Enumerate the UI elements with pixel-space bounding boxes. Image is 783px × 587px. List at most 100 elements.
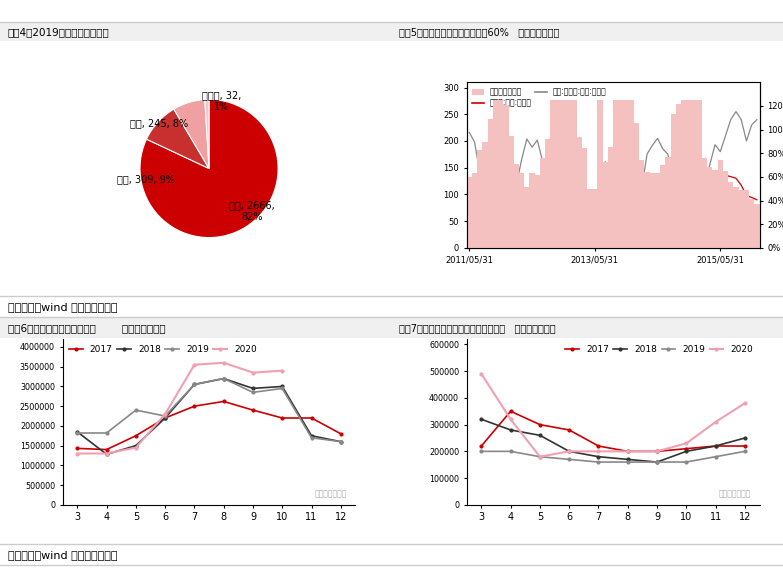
2019 (623, 458, 633, 465)
Bar (728, 182, 734, 248)
2017 (652, 448, 662, 455)
2020 (594, 448, 603, 455)
Text: 图表6：云南省水电季节性明显        单位：万千瓦时: 图表6：云南省水电季节性明显 单位：万千瓦时 (8, 323, 165, 333)
Bar (666, 157, 670, 248)
Wedge shape (140, 99, 278, 238)
Text: 水电, 2666,
82%: 水电, 2666, 82% (229, 201, 275, 222)
2019 (594, 458, 603, 465)
2019 (73, 430, 82, 437)
2019 (277, 385, 287, 392)
2018 (565, 448, 574, 455)
2017 (594, 443, 603, 450)
2018 (536, 432, 545, 439)
2019 (219, 375, 229, 382)
2018 (189, 381, 199, 388)
Bar (488, 119, 493, 248)
Bar (540, 158, 545, 248)
2017 (506, 408, 515, 415)
2017 (536, 421, 545, 428)
2020 (161, 410, 170, 417)
Line: 2019: 2019 (480, 450, 746, 464)
Bar (503, 105, 508, 248)
Bar (603, 162, 608, 248)
2020 (536, 453, 545, 460)
Bar (707, 167, 713, 248)
Bar (639, 160, 644, 248)
Bar (508, 136, 514, 248)
Bar (592, 189, 597, 248)
Text: 风电, 245, 8%: 风电, 245, 8% (130, 119, 189, 129)
Text: 资料来源：wind 中信期货研究部: 资料来源：wind 中信期货研究部 (8, 302, 117, 312)
Bar (545, 139, 550, 248)
Text: 图表5：云南省用电量约占发电量60%   单位：亿千瓦时: 图表5：云南省用电量约占发电量60% 单位：亿千瓦时 (399, 26, 560, 37)
2017 (277, 414, 287, 421)
Bar (561, 100, 566, 248)
2019 (161, 413, 170, 420)
2019 (307, 434, 316, 441)
Bar (749, 200, 754, 248)
2020 (248, 369, 258, 376)
2017 (131, 432, 140, 439)
Bar (613, 100, 619, 248)
2019 (565, 456, 574, 463)
Bar (623, 100, 629, 248)
2020 (189, 361, 199, 368)
2018 (277, 383, 287, 390)
2018 (219, 375, 229, 382)
2020 (652, 448, 662, 455)
Bar (582, 147, 587, 248)
2018 (623, 456, 633, 463)
Bar (572, 100, 576, 248)
2017 (711, 443, 720, 450)
2017 (248, 407, 258, 414)
Bar (566, 100, 572, 248)
2018 (307, 432, 316, 439)
2020 (219, 359, 229, 366)
Bar (597, 100, 603, 248)
Line: 2020: 2020 (480, 372, 746, 458)
Text: 图表7：云南省火电作为水电补充和调节   单位：万千瓦时: 图表7：云南省火电作为水电补充和调节 单位：万千瓦时 (399, 323, 556, 333)
Bar (723, 171, 728, 248)
2018 (161, 414, 170, 421)
Line: 2017: 2017 (480, 410, 746, 453)
2020 (740, 400, 749, 407)
2017 (102, 446, 111, 453)
2017 (623, 448, 633, 455)
2017 (307, 414, 316, 421)
Bar (514, 164, 519, 248)
Bar (629, 100, 634, 248)
2020 (277, 367, 287, 374)
Bar (644, 172, 650, 248)
2019 (506, 448, 515, 455)
2019 (102, 430, 111, 437)
2017 (73, 445, 82, 452)
2018 (594, 453, 603, 460)
Bar (525, 187, 529, 248)
2020 (131, 444, 140, 451)
Bar (535, 175, 540, 248)
2020 (682, 440, 691, 447)
2018 (477, 416, 486, 423)
2019 (189, 381, 199, 388)
Bar (587, 189, 592, 248)
2017 (189, 403, 199, 410)
2020 (506, 416, 515, 423)
2018 (131, 442, 140, 449)
Bar (655, 173, 660, 248)
2020 (711, 419, 720, 426)
Bar (556, 100, 561, 248)
2018 (336, 438, 345, 445)
Legend: 2017, 2018, 2019, 2020: 2017, 2018, 2019, 2020 (67, 343, 258, 356)
Text: 图表4：2019年云南省发电构成: 图表4：2019年云南省发电构成 (8, 26, 110, 37)
Text: 资料来源：wind 中信期货研究部: 资料来源：wind 中信期货研究部 (8, 549, 117, 560)
Bar (529, 173, 535, 248)
2020 (477, 370, 486, 377)
Bar (619, 100, 623, 248)
Bar (467, 177, 472, 248)
Wedge shape (146, 109, 209, 168)
2017 (161, 414, 170, 421)
Bar (650, 173, 655, 248)
2019 (477, 448, 486, 455)
Bar (676, 104, 681, 248)
Bar (493, 100, 498, 248)
